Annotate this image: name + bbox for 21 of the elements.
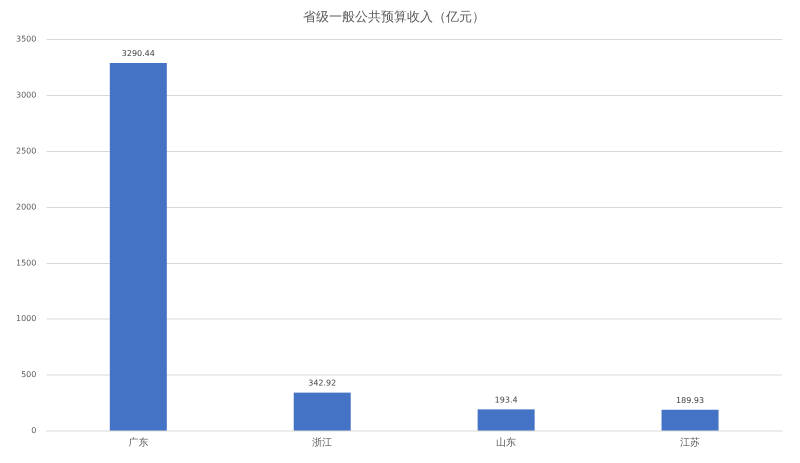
data-label: 189.93 (676, 396, 704, 405)
x-tick-label: 广东 (128, 436, 148, 449)
chart-title: 省级一般公共预算收入（亿元） (303, 10, 485, 26)
data-label: 3290.44 (122, 49, 155, 58)
data-label: 342.92 (308, 378, 336, 388)
y-tick-label: 1500 (16, 258, 36, 268)
y-tick-label: 3500 (16, 34, 36, 44)
bar (662, 410, 719, 430)
x-tick-label: 浙江 (312, 436, 332, 449)
y-tick-label: 1000 (16, 314, 36, 324)
y-tick-label: 2500 (16, 146, 36, 156)
x-tick-label: 江苏 (680, 436, 700, 449)
y-tick-label: 500 (21, 370, 36, 380)
bar (294, 392, 351, 430)
x-tick-label: 山东 (496, 436, 516, 449)
y-tick-label: 2000 (16, 202, 36, 212)
data-label: 193.4 (494, 395, 518, 404)
y-tick-label: 0 (31, 426, 36, 436)
y-tick-label: 3000 (16, 90, 36, 100)
bar (110, 63, 167, 430)
bar (478, 409, 535, 430)
